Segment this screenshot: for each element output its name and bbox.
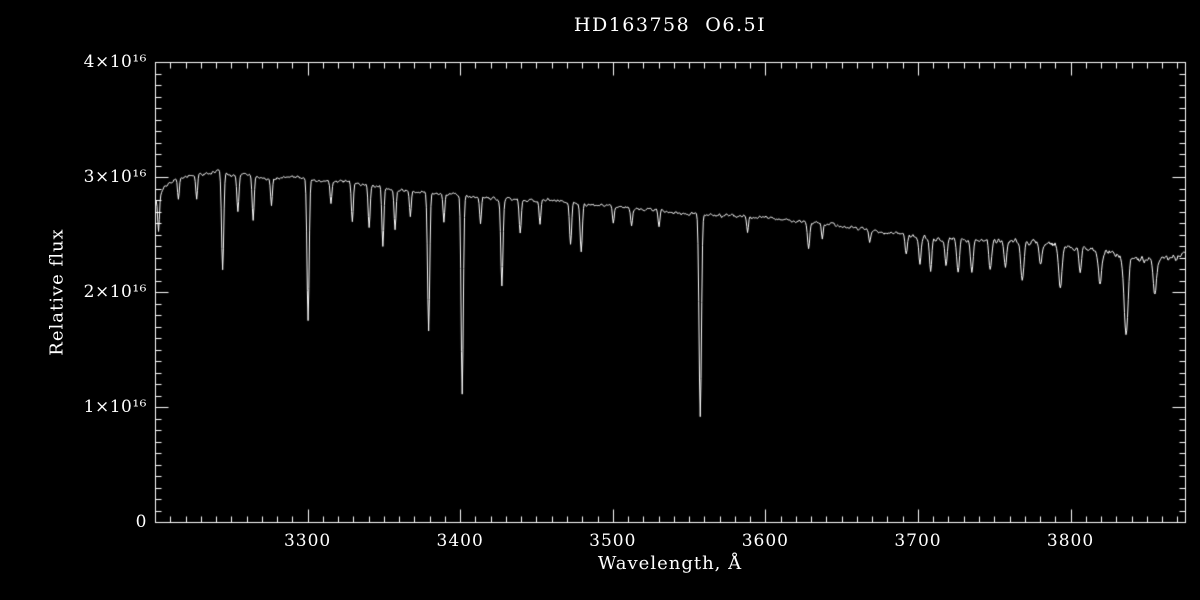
x-tick-label: 3600 — [741, 531, 789, 551]
y-tick-label: 3×10¹⁶ — [83, 167, 147, 187]
y-tick-label: 1×10¹⁶ — [83, 397, 147, 417]
x-tick-label: 3400 — [436, 531, 484, 551]
y-tick-label: 0 — [135, 512, 147, 532]
x-axis-label: Wavelength, Å — [597, 553, 743, 574]
x-tick-label: 3800 — [1046, 531, 1095, 551]
x-tick-label: 3500 — [589, 531, 637, 551]
y-tick-label: 2×10¹⁶ — [83, 282, 147, 302]
x-tick-label: 3300 — [283, 531, 332, 551]
y-tick-label: 4×10¹⁶ — [83, 52, 147, 72]
x-tick-label: 3700 — [894, 531, 942, 551]
chart-title: HD163758 O6.5I — [573, 14, 767, 36]
